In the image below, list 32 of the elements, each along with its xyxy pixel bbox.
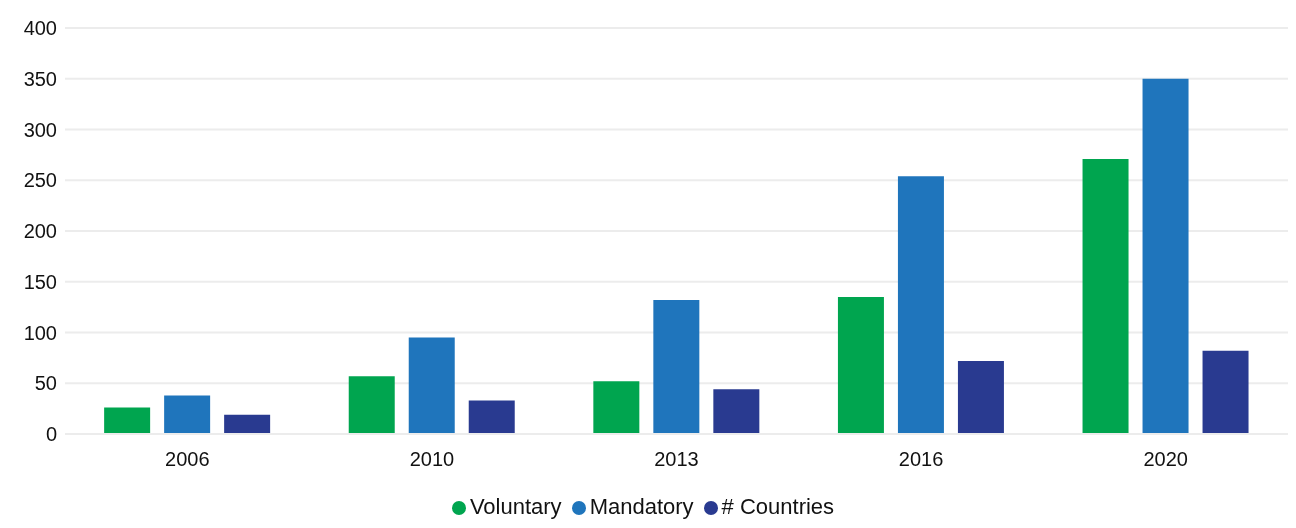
bar <box>1082 158 1129 434</box>
bar <box>1142 78 1189 434</box>
bar <box>713 389 760 434</box>
legend-label: Mandatory <box>589 494 694 519</box>
x-tick-label: 2010 <box>409 448 455 471</box>
y-tick-label: 0 <box>45 423 57 446</box>
bar <box>1202 350 1249 434</box>
bar <box>104 407 151 434</box>
y-tick-label: 350 <box>23 67 57 90</box>
y-tick-label: 50 <box>34 372 57 395</box>
y-tick-label: 250 <box>23 169 57 192</box>
y-tick-label: 100 <box>23 321 57 344</box>
bar <box>224 414 271 434</box>
bar <box>408 337 455 434</box>
y-tick-label: 150 <box>23 270 57 293</box>
bar <box>897 176 944 434</box>
bar <box>593 381 640 434</box>
bar <box>348 376 395 434</box>
bar <box>653 300 700 434</box>
bar <box>837 296 884 434</box>
bar <box>468 400 515 434</box>
x-tick-label: 2016 <box>898 448 944 471</box>
y-tick-label: 200 <box>23 220 57 243</box>
x-tick-label: 2020 <box>1143 448 1188 471</box>
x-tick-label: 2006 <box>165 448 210 471</box>
legend-label: # Countries <box>721 494 835 519</box>
legend-label: Voluntary <box>469 494 562 519</box>
bar <box>164 395 211 434</box>
y-tick-label: 300 <box>23 118 57 141</box>
x-tick-label: 2013 <box>654 448 699 471</box>
bar <box>957 360 1004 434</box>
y-tick-label: 400 <box>23 17 57 40</box>
